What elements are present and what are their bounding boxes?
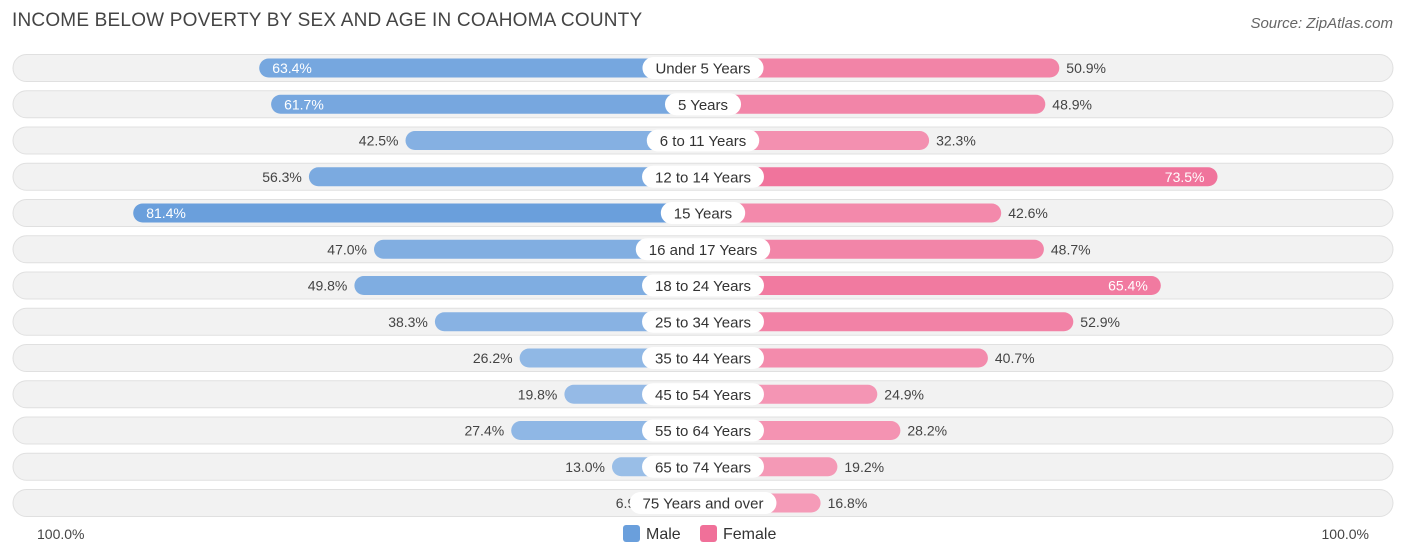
category-pill — [642, 347, 764, 369]
row-12-to-14-years: 56.3% 73.5% 12 to 14 Years — [12, 162, 1394, 191]
female-value-label: 42.6% — [1008, 205, 1048, 221]
row-55-to-64-years: 27.4% 28.2% 55 to 64 Years — [12, 416, 1394, 445]
male-value-label: 13.0% — [565, 459, 605, 475]
female-value-label: 50.9% — [1066, 60, 1106, 76]
category-pill — [660, 202, 746, 224]
row-65-to-74-years: 13.0% 19.2% 65 to 74 Years — [12, 452, 1394, 481]
male-value-label: 27.4% — [464, 423, 504, 439]
category-label: 75 Years and over — [643, 496, 764, 513]
category-label: 12 to 14 Years — [655, 169, 751, 186]
category-pill — [646, 129, 760, 152]
female-bar[interactable] — [703, 94, 1046, 114]
row-35-to-44-years: 26.2% 40.7% 35 to 44 Years — [12, 344, 1394, 372]
male-bar[interactable] — [434, 312, 703, 332]
category-pill — [664, 93, 742, 116]
male-value-label: 81.4% — [146, 205, 186, 221]
male-value-label: 49.8% — [308, 278, 348, 294]
legend: Male Female — [623, 525, 776, 543]
female-value-label: 40.7% — [995, 350, 1035, 366]
category-pill — [629, 492, 777, 514]
male-value-label: 47.0% — [327, 241, 367, 257]
female-value-label: 19.2% — [844, 459, 884, 475]
male-bar[interactable] — [133, 203, 703, 223]
female-bar[interactable] — [703, 276, 1161, 295]
male-value-label: 56.3% — [262, 169, 302, 185]
row-45-to-54-years: 19.8% 24.9% 45 to 54 Years — [12, 380, 1394, 409]
axis-left-label: 100.0% — [37, 526, 84, 542]
category-label: 15 Years — [674, 206, 732, 223]
male-bar[interactable] — [354, 276, 703, 295]
female-value-label: 32.3% — [936, 133, 976, 149]
male-bar[interactable] — [308, 167, 703, 187]
category-label: 16 and 17 Years — [649, 242, 757, 259]
legend-female-swatch — [700, 525, 717, 542]
legend-female-label[interactable]: Female — [723, 526, 776, 543]
female-value-label: 48.9% — [1052, 96, 1092, 112]
female-bar[interactable] — [703, 348, 988, 368]
female-bar[interactable] — [703, 167, 1218, 187]
category-pill — [642, 310, 764, 333]
legend-male-label[interactable]: Male — [646, 526, 681, 543]
category-label: 18 to 24 Years — [655, 278, 751, 295]
category-label: 65 to 74 Years — [655, 459, 751, 476]
male-bar[interactable] — [374, 239, 703, 259]
category-label: 55 to 64 Years — [655, 423, 751, 440]
male-value-label: 61.7% — [284, 96, 324, 112]
axis-right-label: 100.0% — [1322, 526, 1369, 542]
female-value-label: 16.8% — [828, 495, 868, 511]
female-value-label: 73.5% — [1165, 169, 1205, 185]
category-label: 6 to 11 Years — [660, 133, 746, 150]
row-75-years-and-over: 6.9%16.8%75 Years and over — [12, 489, 1394, 517]
category-pill — [635, 238, 771, 261]
male-value-label: 19.8% — [518, 386, 558, 402]
category-label: 5 Years — [678, 97, 728, 114]
female-bar[interactable] — [703, 239, 1044, 259]
male-value-label: 38.3% — [388, 314, 428, 330]
female-bar[interactable] — [703, 203, 1002, 223]
row-25-to-34-years: 38.3% 52.9% 25 to 34 Years — [12, 307, 1394, 336]
legend-male-swatch — [623, 525, 640, 542]
male-bar[interactable] — [271, 94, 703, 114]
category-label: Under 5 Years — [655, 61, 750, 78]
female-value-label: 52.9% — [1080, 314, 1120, 330]
male-value-label: 42.5% — [359, 133, 399, 149]
female-value-label: 65.4% — [1108, 278, 1148, 294]
category-pill — [642, 274, 764, 297]
female-bar[interactable] — [703, 131, 930, 150]
row-6-to-11-years: 42.5% 32.3% 6 to 11 Years — [12, 126, 1394, 155]
row-18-to-24-years: 49.8% 65.4% 18 to 24 Years — [12, 271, 1394, 300]
row-16-and-17-years: 47.0% 48.7% 16 and 17 Years — [12, 235, 1394, 264]
female-bar[interactable] — [703, 312, 1074, 332]
category-pill — [642, 455, 764, 478]
category-label: 35 to 44 Years — [655, 351, 751, 368]
female-bar[interactable] — [703, 58, 1060, 78]
row-under-5-years: 63.4% 50.9% Under 5 Years — [12, 54, 1394, 82]
male-bar[interactable] — [259, 58, 703, 78]
source-note: Source: ZipAtlas.com — [1250, 15, 1393, 32]
male-value-label: 63.4% — [272, 60, 312, 76]
category-label: 25 to 34 Years — [655, 314, 751, 331]
male-value-label: 26.2% — [473, 350, 513, 366]
row-5-years: 61.7% 48.9% 5 Years — [12, 90, 1394, 119]
male-bar[interactable] — [405, 131, 704, 150]
chart-title: INCOME BELOW POVERTY BY SEX AND AGE IN C… — [12, 10, 643, 31]
category-pill — [642, 419, 764, 442]
row-15-years: 81.4% 42.6% 15 Years — [12, 199, 1394, 227]
category-label: 45 to 54 Years — [655, 387, 751, 404]
category-pill — [642, 383, 764, 406]
category-pill — [642, 57, 764, 79]
category-pill — [642, 165, 764, 188]
female-value-label: 48.7% — [1051, 241, 1091, 257]
female-value-label: 28.2% — [907, 423, 947, 439]
female-value-label: 24.9% — [884, 386, 924, 402]
